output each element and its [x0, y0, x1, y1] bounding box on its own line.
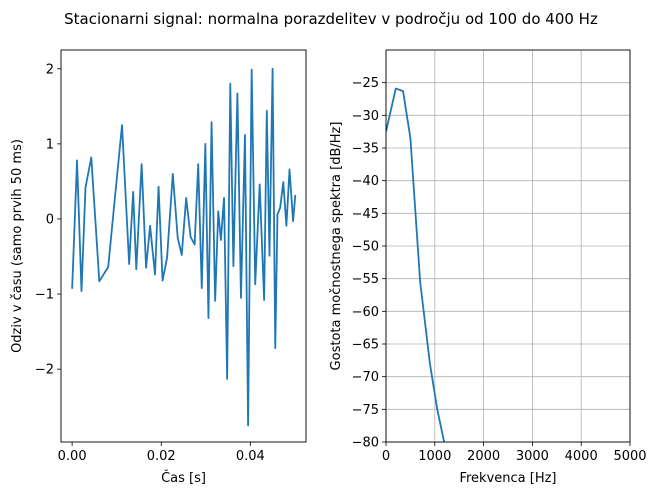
psd-x-tick-label: 4000	[565, 449, 598, 464]
psd-y-ticks: −80 −75 −70 −65 −60 −55 −50 −45 −40 −35 −30 −25	[352, 76, 386, 451]
psd-x-tick-label: 1000	[418, 449, 451, 464]
psd-y-tick-label: −65	[352, 338, 379, 353]
psd-y-tick-label: −75	[352, 403, 379, 418]
figure-title: Stacionarni signal: normalna porazdelite…	[64, 10, 598, 28]
psd-y-tick-label: −80	[352, 436, 379, 451]
time-response-x-tick-label: 0.02	[147, 449, 176, 464]
psd-chart: 0 1000 2000 3000 4000 5000 −80 −75 −70 −65 −60 −55…	[329, 49, 647, 486]
time-response-x-ticks: 0.00 0.02 0.04	[58, 442, 265, 464]
psd-y-tick-label: −55	[352, 272, 379, 287]
time-response-y-tick-label: 1	[46, 137, 54, 152]
psd-x-tick-label: 3000	[516, 449, 549, 464]
time-response-y-tick-label: 2	[46, 62, 54, 77]
psd-x-tick-label: 2000	[467, 449, 500, 464]
time-response-chart: 0.00 0.02 0.04 −2 −1 0 1 2 Čas [s] Odziv v čas…	[10, 49, 307, 486]
psd-y-tick-label: −50	[352, 240, 379, 255]
time-response-y-axis-label: Odziv v času (samo prvih 50 ms)	[10, 139, 25, 353]
time-response-x-tick-label: 0.04	[236, 449, 265, 464]
psd-y-axis-label: Gostota močnostnega spektra [dB/Hz]	[329, 122, 344, 371]
psd-x-tick-label: 5000	[613, 449, 646, 464]
psd-y-tick-label: −40	[352, 174, 379, 189]
time-response-x-tick-label: 0.00	[58, 449, 87, 464]
psd-x-ticks: 0 1000 2000 3000 4000 5000	[382, 442, 647, 464]
time-response-line	[71, 67, 297, 427]
psd-y-tick-label: −25	[352, 76, 379, 91]
psd-y-tick-label: −35	[352, 142, 379, 157]
psd-line	[386, 87, 446, 442]
psd-y-tick-label: −45	[352, 207, 379, 222]
time-response-y-ticks: −2 −1 0 1 2	[35, 62, 61, 378]
time-response-axes-frame	[60, 49, 307, 443]
time-response-y-tick-label: −2	[35, 363, 54, 378]
time-response-y-tick-label: 0	[46, 212, 54, 227]
time-response-y-tick-label: −1	[35, 288, 54, 303]
psd-grid	[385, 50, 631, 443]
psd-y-tick-label: −30	[352, 109, 379, 124]
time-response-x-axis-label: Čas [s]	[161, 470, 206, 486]
psd-x-tick-label: 0	[382, 449, 390, 464]
psd-x-axis-label: Frekvenca [Hz]	[459, 471, 556, 486]
psd-y-tick-label: −60	[352, 305, 379, 320]
psd-y-tick-label: −70	[352, 370, 379, 385]
